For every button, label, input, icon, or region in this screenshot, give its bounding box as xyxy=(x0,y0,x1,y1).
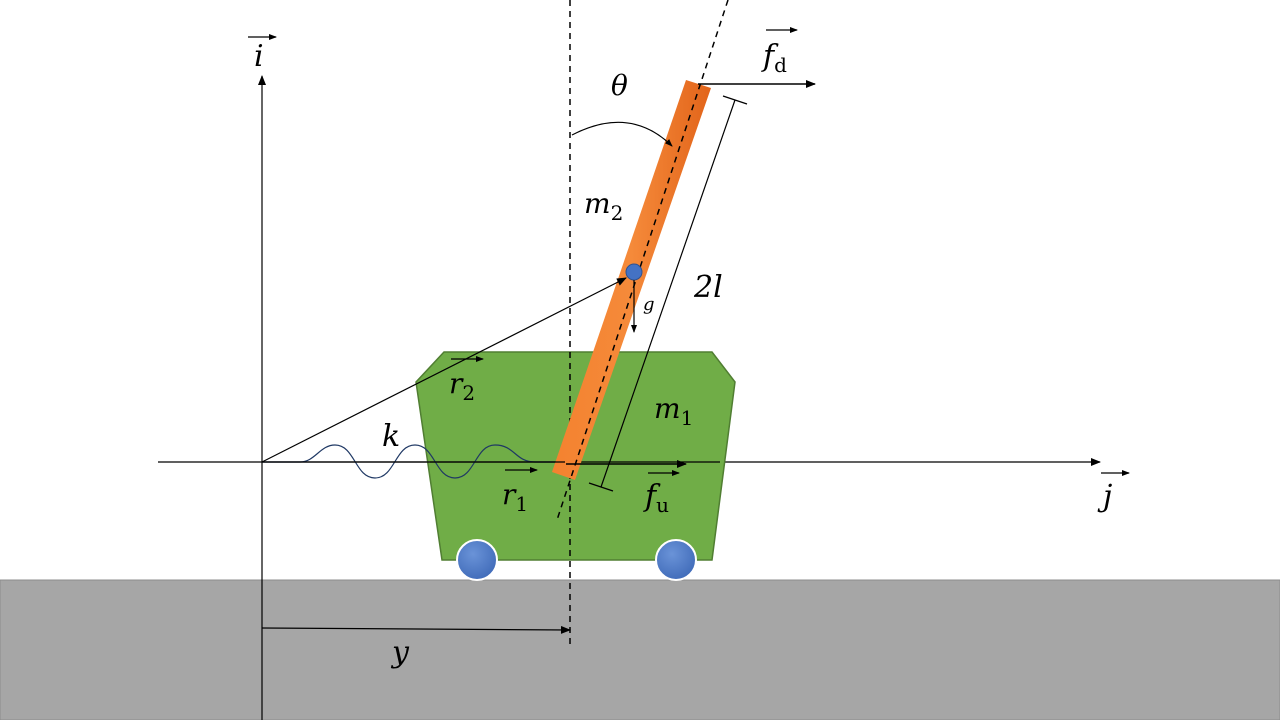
wheel-right xyxy=(655,539,697,581)
length-dimension-line xyxy=(600,99,736,488)
spring xyxy=(262,444,560,479)
gravity-label: g xyxy=(643,294,655,315)
r2-label: r2 xyxy=(449,367,475,405)
theta-arc xyxy=(571,121,673,147)
r1-label: r1 xyxy=(502,478,528,516)
r2-vector xyxy=(261,277,627,463)
m1-label: m1 xyxy=(654,392,693,430)
fd-label: fd xyxy=(761,39,787,77)
m2-label: m2 xyxy=(584,187,623,225)
j-label: j xyxy=(1097,479,1112,514)
length-dimension-cap-top xyxy=(722,95,748,105)
length-label: 2l xyxy=(693,270,723,305)
wheel-left xyxy=(456,539,498,581)
y-label: y xyxy=(390,635,410,670)
pendulum-axis-dashed xyxy=(556,0,729,521)
spring-label: k xyxy=(382,419,400,454)
ground xyxy=(0,579,1280,720)
y-dimension-arrow xyxy=(261,625,571,634)
i-label: i xyxy=(254,39,264,74)
length-dimension-cap-bottom xyxy=(588,482,614,492)
theta-label: θ xyxy=(611,69,628,102)
center-of-mass xyxy=(625,263,643,281)
